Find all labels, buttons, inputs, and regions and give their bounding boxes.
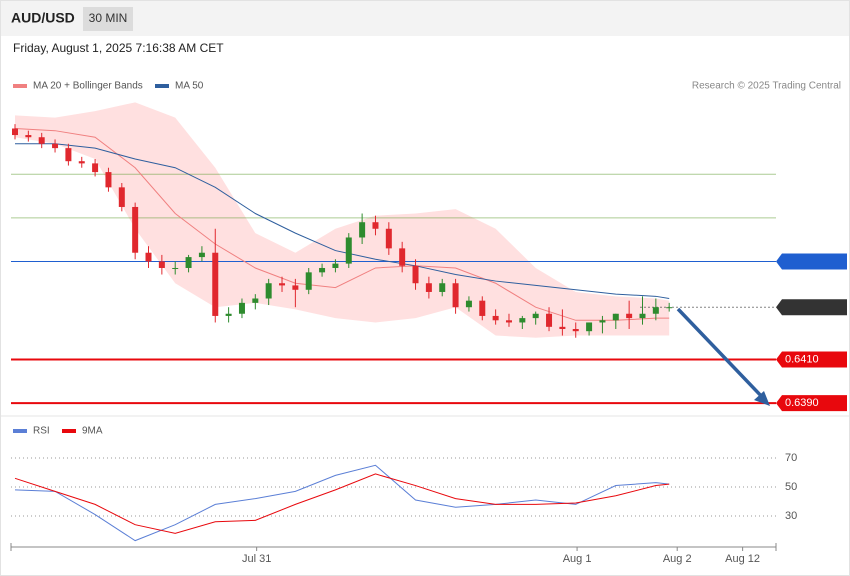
projection-arrow bbox=[676, 307, 768, 403]
level-label: 0.6410 bbox=[785, 353, 819, 365]
candle-body bbox=[185, 257, 192, 268]
candle-body bbox=[225, 313, 232, 316]
candle-body bbox=[546, 313, 553, 327]
candle-body bbox=[412, 265, 419, 284]
legend-label: MA 50 bbox=[175, 81, 204, 92]
candle-body bbox=[639, 313, 646, 319]
candle-body bbox=[118, 187, 125, 207]
timestamp: Friday, August 1, 2025 7:16:38 AM CET bbox=[13, 41, 224, 55]
candle-body bbox=[572, 329, 579, 332]
candle-body bbox=[12, 128, 18, 136]
bollinger-band bbox=[15, 102, 670, 338]
candle-body bbox=[145, 252, 152, 262]
candle-body bbox=[492, 315, 499, 321]
level-tag bbox=[776, 299, 847, 316]
legend-swatch bbox=[13, 84, 27, 88]
candle-body bbox=[65, 148, 72, 162]
candle-body bbox=[465, 300, 472, 308]
candle-body bbox=[332, 263, 339, 268]
candle-body bbox=[252, 298, 259, 303]
candle-body bbox=[626, 313, 633, 319]
candle-body bbox=[92, 163, 99, 173]
x-tick-label: Aug 2 bbox=[663, 553, 692, 565]
y-tick-label: 30 bbox=[785, 510, 797, 522]
x-tick-label: Aug 1 bbox=[563, 553, 592, 565]
candle-body bbox=[452, 283, 459, 308]
candle-body bbox=[612, 313, 619, 321]
legend-label: 9MA bbox=[82, 426, 103, 437]
candle-body bbox=[439, 283, 446, 292]
candle-body bbox=[38, 137, 45, 144]
ma-line bbox=[15, 143, 670, 299]
candle-body bbox=[532, 313, 539, 319]
candle-body bbox=[212, 252, 219, 316]
legend-swatch bbox=[13, 429, 27, 433]
candle-body bbox=[399, 248, 406, 266]
legend-swatch bbox=[62, 429, 76, 433]
level-tag bbox=[776, 395, 847, 412]
candle-body bbox=[279, 283, 286, 286]
candle-body bbox=[78, 161, 85, 164]
candle-body bbox=[505, 320, 512, 323]
candle-body bbox=[666, 307, 673, 309]
legend-swatch bbox=[155, 84, 169, 88]
candle-body bbox=[198, 252, 205, 258]
y-tick-label: 50 bbox=[785, 481, 797, 493]
candle-body bbox=[479, 300, 486, 316]
candle-body bbox=[385, 228, 392, 249]
line bbox=[14, 473, 670, 534]
candle-body bbox=[105, 172, 112, 188]
candle-body bbox=[599, 320, 606, 323]
candle-body bbox=[158, 261, 165, 268]
candle-body bbox=[345, 237, 352, 264]
level-tag bbox=[776, 253, 847, 270]
candle-body bbox=[238, 302, 245, 314]
candle-body bbox=[586, 322, 593, 332]
x-tick-label: Jul 31 bbox=[242, 553, 271, 565]
candle-body bbox=[425, 283, 432, 292]
header-bar bbox=[1, 1, 849, 36]
candle-body bbox=[172, 267, 179, 269]
candle-body bbox=[265, 283, 272, 299]
candle-body bbox=[25, 135, 32, 138]
timeframe-box bbox=[83, 7, 133, 31]
symbol: AUD/USD bbox=[11, 10, 75, 26]
arrow-head bbox=[754, 391, 770, 406]
candle-body bbox=[292, 285, 299, 290]
legend-label: RSI bbox=[33, 426, 50, 437]
candle-body bbox=[559, 326, 566, 330]
level-label: 0.6390 bbox=[785, 397, 819, 409]
candle-body bbox=[652, 307, 659, 314]
ma-line bbox=[14, 128, 670, 321]
y-tick-label: 70 bbox=[785, 452, 797, 464]
candle-body bbox=[132, 206, 139, 253]
timeframe: 30 MIN bbox=[89, 11, 128, 25]
candle-body bbox=[305, 272, 312, 290]
candle-body bbox=[52, 143, 59, 149]
candle-body bbox=[519, 318, 526, 323]
candle-body bbox=[372, 222, 379, 229]
credit: Research © 2025 Trading Central bbox=[692, 81, 841, 92]
level-tag bbox=[776, 351, 847, 368]
candle-body bbox=[319, 267, 326, 273]
x-tick-label: Aug 12 bbox=[725, 553, 760, 565]
legend-label: MA 20 + Bollinger Bands bbox=[33, 81, 143, 92]
candle-body bbox=[359, 222, 366, 238]
